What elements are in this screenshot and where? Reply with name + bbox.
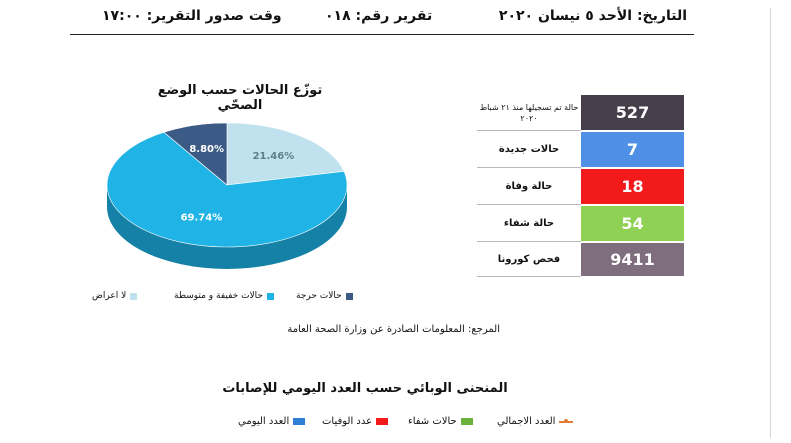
page-edge (770, 8, 771, 438)
curve-title: المنحنى الوبائي حسب العدد اليومي للإصابا… (222, 381, 508, 396)
stat-row: فحص كورونا 9411 (477, 243, 684, 277)
curve-legend-recovered: حالات شفاء (408, 416, 473, 427)
stat-value: 527 (581, 95, 684, 130)
legend-label-asymptomatic: لا اعراض (92, 291, 127, 301)
legend-mild: حالات خفيفة و متوسطة (174, 291, 274, 301)
pie-chart: 21.46% 69.74% 8.80% (106, 122, 348, 269)
stat-label: حالات جديدة (477, 132, 581, 168)
report-time: وقت صدور التقرير: ١٧:٠٠ (102, 8, 282, 24)
pie-slice-label-1: 21.46% (253, 151, 295, 162)
legend-line-total (559, 418, 574, 423)
legend-label-mild: حالات خفيفة و متوسطة (174, 291, 263, 301)
curve-legend-total-label: العدد الاجمالي (497, 416, 556, 427)
legend-critical: حالات حرجة (296, 291, 353, 301)
pie-chart-title: توزّع الحالات حسب الوضع الصحّي (157, 83, 323, 113)
stat-value: 54 (581, 206, 684, 241)
curve-legend-daily-label: العدد اليومي (238, 416, 290, 427)
stat-label: فحص كورونا (477, 243, 581, 277)
stat-row: حالة تم تسجيلها منذ ٢١ شباط ٢٠٢٠ 527 (477, 95, 684, 131)
stat-value: 18 (581, 169, 684, 204)
pie-slice-1 (226, 122, 345, 186)
stat-label: حالة شفاء (477, 206, 581, 242)
legend-swatch-mild (267, 292, 274, 300)
stat-row: حالات جديدة 7 (477, 132, 684, 168)
pie-slice-label-2: 69.74% (181, 212, 223, 223)
stat-row: حالة شفاء 54 (477, 206, 684, 242)
pie-slice-label-3: 8.80% (189, 144, 224, 155)
legend-bar-deaths (376, 418, 389, 425)
legend-asymptomatic: لا اعراض (92, 291, 138, 301)
report-date: التاريخ: الأحد ٥ نيسان ٢٠٢٠ (498, 8, 687, 24)
curve-legend-daily: العدد اليومي (238, 416, 306, 427)
legend-swatch-critical (345, 292, 353, 300)
report-number: تقرير رقم: ٠١٨ (325, 8, 433, 24)
legend-bar-recovered (460, 418, 473, 425)
legend-label-critical: حالات حرجة (296, 291, 342, 301)
curve-legend-deaths: عدد الوفيات (322, 416, 389, 427)
curve-legend-total: العدد الاجمالي (497, 416, 574, 427)
stat-label: حالة تم تسجيلها منذ ٢١ شباط ٢٠٢٠ (477, 95, 581, 131)
curve-legend-recovered-label: حالات شفاء (408, 416, 457, 427)
pie-slice-2 (106, 131, 348, 248)
legend-swatch-asymptomatic (130, 292, 138, 300)
stat-label: حالة وفاة (477, 169, 581, 205)
stat-value: 9411 (581, 243, 684, 276)
source-reference: المرجع: المعلومات الصادرة عن وزارة الصحة… (287, 324, 500, 335)
pie-slice-side-2 (107, 185, 347, 269)
curve-legend-deaths-label: عدد الوفيات (322, 416, 373, 427)
stat-row: حالة وفاة 18 (477, 169, 684, 205)
header-divider (70, 34, 694, 35)
pie-slice-3 (163, 122, 228, 186)
stat-value: 7 (581, 132, 684, 167)
legend-bar-daily (293, 418, 306, 425)
